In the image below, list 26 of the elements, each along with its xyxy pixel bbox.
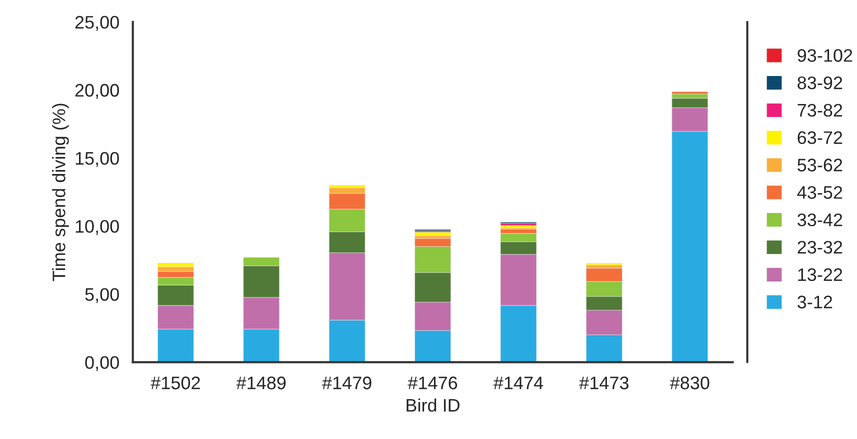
legend-label: 63-72: [798, 131, 842, 144]
legend-label: 53-62: [798, 158, 842, 172]
y-tick-label: 25,00: [75, 16, 119, 31]
y-tick-label: 15,00: [76, 152, 119, 167]
y-tick-label: 5,00: [85, 288, 119, 303]
legend-label: 73-82: [798, 104, 842, 117]
x-tick-label: #1489: [236, 376, 286, 390]
y-tick-label: 20,00: [75, 84, 119, 99]
x-tick-label: #1479: [322, 376, 372, 390]
legend-label: 93-102: [798, 49, 852, 62]
legend-label: 43-52: [797, 186, 842, 199]
x-tick-label: #1502: [150, 376, 200, 390]
y-tick-label: 0,00: [85, 356, 119, 372]
x-tick-label: #1474: [493, 376, 544, 390]
x-tick-label: #830: [670, 376, 710, 390]
y-tick-label: 10,00: [76, 220, 119, 235]
legend-label: 23-32: [798, 240, 842, 254]
bar: [672, 91, 708, 94]
x-tick-label: #1473: [579, 376, 628, 390]
legend-label: 13-22: [798, 268, 842, 282]
legend-label: 33-42: [798, 213, 842, 226]
legend-label: 3-12: [798, 296, 832, 308]
y-axis-title: Time spend diving (%): [52, 104, 69, 282]
legend-label: 83-92: [798, 76, 842, 90]
x-tick-label: #1476: [408, 376, 458, 390]
x-axis-title: Bird ID: [406, 398, 460, 412]
